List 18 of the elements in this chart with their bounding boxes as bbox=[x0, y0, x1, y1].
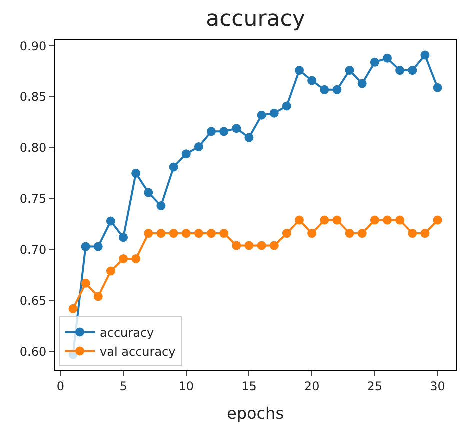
x-tick-label: 25 bbox=[367, 379, 383, 394]
x-tick-label: 5 bbox=[120, 379, 128, 394]
y-tick-label: 0.90 bbox=[20, 39, 47, 54]
y-tick-label: 0.85 bbox=[20, 90, 47, 104]
x-tick-label: 15 bbox=[242, 379, 257, 394]
legend-label: accuracy bbox=[100, 326, 154, 340]
x-axis-title: epochs bbox=[226, 404, 284, 424]
x-tick-label: 30 bbox=[430, 379, 446, 394]
y-tick-label: 0.65 bbox=[20, 294, 47, 308]
chart-title: accuracy bbox=[206, 7, 306, 32]
x-tick-label: 10 bbox=[178, 379, 194, 394]
y-tick-label: 0.75 bbox=[20, 192, 47, 206]
y-tick-label: 0.70 bbox=[20, 243, 47, 258]
legend-label: val accuracy bbox=[100, 344, 176, 359]
y-tick-label: 0.60 bbox=[20, 344, 47, 359]
y-tick-label: 0.80 bbox=[20, 141, 47, 156]
x-tick-label: 0 bbox=[56, 379, 64, 394]
x-tick-label: 20 bbox=[304, 379, 320, 394]
